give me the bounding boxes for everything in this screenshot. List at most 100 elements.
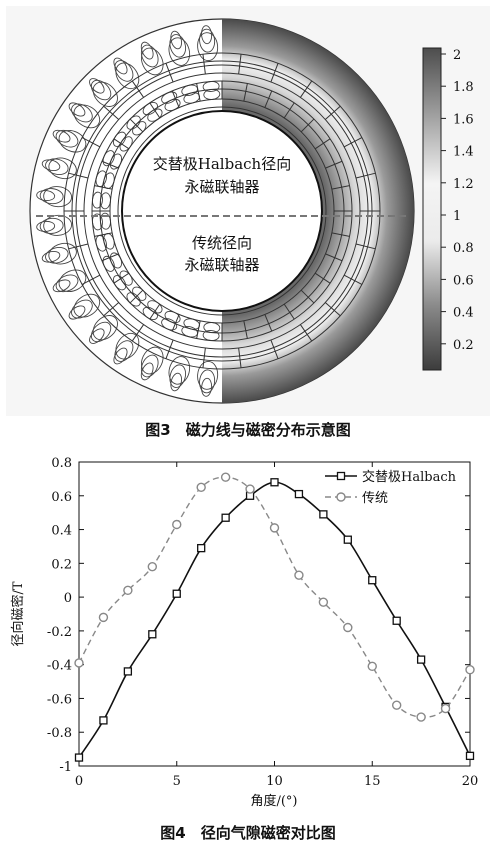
field-loop xyxy=(41,250,61,263)
magnet-segment-edge xyxy=(283,102,295,119)
data-point-halbach xyxy=(319,510,328,519)
data-point-traditional xyxy=(343,622,353,633)
magnet-segment-edge xyxy=(324,302,341,317)
data-point-traditional xyxy=(318,597,329,607)
data-point-traditional xyxy=(440,703,451,714)
magnet-segment-edge xyxy=(129,289,144,304)
y-axis-ticks: 0.8 0.6 0.4 0.2 0 -0.2 -0.4 -0.6 -0.8 -1 xyxy=(47,456,470,775)
legend-label: 传统 xyxy=(362,491,388,506)
data-point-halbach xyxy=(172,589,181,598)
field-loop xyxy=(140,346,164,375)
magnet-segment-edge xyxy=(299,324,313,342)
data-point-traditional xyxy=(269,523,280,533)
figure4-line-chart: 0.8 0.6 0.4 0.2 0 -0.2 -0.4 -0.6 -0.8 -1 0 5 10 15 20… xyxy=(10,456,479,809)
field-loop xyxy=(71,299,93,319)
magnet-segment-edge xyxy=(264,314,273,332)
field-loop xyxy=(140,47,164,76)
y-tick-label: -1 xyxy=(59,760,72,775)
bottom-label-line2: 永磁联轴器 xyxy=(184,256,259,274)
field-loop xyxy=(39,217,64,234)
field-loop xyxy=(201,377,213,397)
field-loop xyxy=(197,32,219,62)
magnet-segment-edge xyxy=(270,339,279,359)
magnet-segment-edge xyxy=(131,324,145,342)
field-loop xyxy=(201,25,213,45)
field-loop xyxy=(197,360,219,390)
colorbar-tick-label: 0.6 xyxy=(453,273,474,288)
field-loop xyxy=(58,129,87,153)
data-point-traditional xyxy=(245,484,255,494)
magnet-segment-edge xyxy=(171,314,180,332)
magnet-segment-edge xyxy=(103,302,120,317)
data-point-traditional xyxy=(294,570,304,580)
field-loop xyxy=(55,274,79,293)
y-tick-label: -0.6 xyxy=(47,692,72,707)
data-point-halbach xyxy=(392,616,401,625)
data-point-halbach xyxy=(197,543,206,553)
colorbar-tick-label: 1.8 xyxy=(453,80,474,95)
y-tick-label: 0.4 xyxy=(51,524,72,539)
magnet-segment-edge xyxy=(314,138,331,150)
y-axis-label: 径向磁密/T xyxy=(10,581,26,646)
data-point-traditional xyxy=(367,661,377,672)
magnet-segment-edge xyxy=(149,102,161,119)
x-tick-label: 0 xyxy=(75,774,83,789)
magnet-segment-edge xyxy=(343,274,363,285)
magnet-segment-edge xyxy=(68,243,89,250)
magnet-segment-edge xyxy=(331,232,350,237)
field-loop xyxy=(68,102,86,117)
field-loop xyxy=(45,246,69,264)
magnet-segment-edge xyxy=(101,253,119,262)
colorbar-tick-label: 2 xyxy=(453,48,461,63)
magnet-segment-edge xyxy=(355,172,376,179)
y-tick-label: 0 xyxy=(64,591,72,606)
magnet-segment-edge xyxy=(165,63,174,83)
magnet-segment-edge xyxy=(243,320,248,339)
field-loop xyxy=(199,369,216,394)
magnet-segment-edge xyxy=(68,172,89,179)
data-point-halbach xyxy=(294,489,304,499)
magnet-segment-edge xyxy=(343,137,363,148)
data-point-halbach xyxy=(74,753,84,762)
magnet-segment-edge xyxy=(196,83,201,102)
data-point-halbach xyxy=(123,667,133,676)
field-loop xyxy=(90,321,112,343)
field-loop xyxy=(168,37,191,66)
y-tick-label: 0.6 xyxy=(51,490,72,505)
field-loop xyxy=(140,354,159,378)
field-loop xyxy=(90,79,112,101)
magnet-segment-edge xyxy=(300,289,315,304)
magnet-segment-edge xyxy=(196,320,201,339)
plot-frame xyxy=(78,461,471,767)
field-loop xyxy=(52,279,71,293)
x-axis-label: 角度/(°) xyxy=(250,793,297,809)
magnet-segment-edge xyxy=(355,243,376,250)
field-loop xyxy=(55,129,79,148)
data-point-traditional xyxy=(98,612,109,623)
field-loop xyxy=(168,356,191,385)
magnet-segment-edge xyxy=(103,105,120,120)
data-point-traditional xyxy=(123,585,133,596)
magnet-segment-edge xyxy=(129,118,144,133)
magnet-segment-edge xyxy=(300,118,315,133)
magnet-segment-edge xyxy=(270,63,279,83)
figure4-caption: 图4 径向气隙磁密对比图 xyxy=(160,824,336,842)
data-point-halbach xyxy=(343,535,352,544)
data-point-traditional xyxy=(416,712,426,722)
field-loop xyxy=(114,60,134,82)
field-loop xyxy=(115,332,140,360)
magnet-segment-edge xyxy=(81,137,101,148)
colorbar-tick-label: 1 xyxy=(453,209,461,224)
magnet-segment-edge xyxy=(243,83,248,102)
field-loop xyxy=(52,129,71,143)
colorbar-tick-label: 1.2 xyxy=(453,177,474,192)
field-loop xyxy=(68,305,86,320)
field-loop xyxy=(73,293,101,318)
y-tick-label: 0.2 xyxy=(51,557,72,572)
figure3-panel: 交替极Halbach径向 永磁联轴器 传统径向 永磁联轴器 2 1.8 1.6 1.4… xyxy=(6,6,490,416)
field-loop xyxy=(48,157,77,180)
x-tick-label: 20 xyxy=(462,774,479,789)
magnet-segment-edge xyxy=(331,185,350,190)
y-tick-label: -0.2 xyxy=(47,625,72,640)
magnet-segment-edge xyxy=(324,105,341,120)
